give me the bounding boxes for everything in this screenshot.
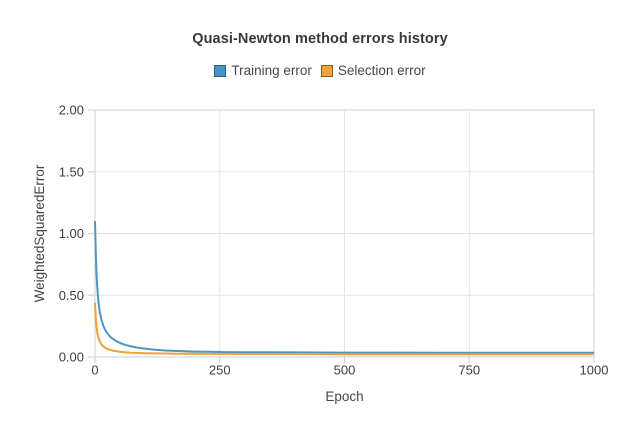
y-tick-label: 1.50 [59,164,84,179]
chart-title: Quasi-Newton method errors history [192,31,448,47]
chart-legend: Training error Selection error [0,63,640,78]
x-tick-label: 250 [209,363,231,378]
y-tick-label: 1.00 [59,226,84,241]
x-tick-label: 500 [334,363,356,378]
legend-item-selection-error: Selection error [320,63,426,78]
legend-swatch-selection-error-icon [320,64,333,77]
series-line-0 [94,221,594,354]
legend-swatch-training-error-icon [214,64,227,77]
legend-item-training-error: Training error [214,63,312,78]
y-tick-label: 2.00 [59,103,84,118]
x-tick-label: 0 [91,363,98,378]
y-tick-label: 0.50 [59,288,84,303]
y-tick-label: 0.00 [59,350,84,365]
legend-label-selection-error: Selection error [337,63,426,78]
series-line-1 [94,302,594,356]
legend-label-training-error: Training error [231,63,312,78]
x-tick-label: 1000 [580,363,609,378]
x-tick-label: 750 [458,363,480,378]
y-axis-label: WeightedSquaredError [32,164,47,302]
x-axis-label: Epoch [325,389,363,404]
